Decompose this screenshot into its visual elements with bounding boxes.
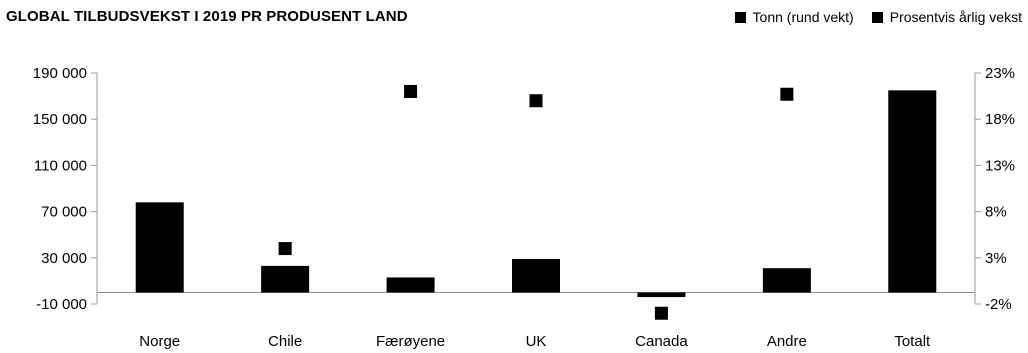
x-tick-label: Chile (268, 333, 302, 350)
y-right-tick-label: 23% (985, 65, 1015, 82)
legend-item-prosent: Prosentvis årlig vekst (871, 9, 1022, 25)
legend-swatch-tonn (734, 11, 746, 23)
bar-1 (261, 265, 310, 293)
y-right-tick-label: 3% (985, 250, 1007, 267)
y-left-tick-label: 150 000 (33, 111, 87, 128)
y-left-tick-label: 70 000 (41, 204, 87, 221)
y-right-tick-label: 18% (985, 111, 1015, 128)
point-2 (404, 84, 418, 98)
point-5 (780, 87, 794, 101)
y-left-tick-label: 30 000 (41, 250, 87, 267)
bar-4 (637, 292, 686, 298)
y-left-tick-label: 190 000 (33, 65, 87, 82)
y-right-tick-label: 8% (985, 204, 1007, 221)
x-tick-label: Andre (767, 333, 807, 350)
point-3 (529, 94, 543, 108)
chart-title: GLOBAL TILBUDSVEKST I 2019 PR PRODUSENT … (6, 8, 408, 25)
x-tick-label: UK (526, 333, 547, 350)
legend-swatch-prosent (871, 11, 883, 23)
point-4 (654, 306, 668, 320)
x-tick-label: Færøyene (376, 333, 445, 350)
bar-5 (762, 268, 811, 293)
y-left-tick-label: -10 000 (36, 296, 87, 313)
legend-label-tonn: Tonn (rund vekt) (752, 9, 854, 25)
bar-2 (386, 277, 435, 293)
x-tick-label: Canada (635, 333, 688, 350)
legend: Tonn (rund vekt) Prosentvis årlig vekst (734, 9, 1022, 25)
y-right-tick-label: -2% (985, 296, 1012, 313)
y-right-tick-label: 13% (985, 157, 1015, 174)
y-left-tick-label: 110 000 (34, 157, 87, 174)
bar-3 (512, 258, 560, 293)
point-1 (278, 242, 292, 256)
bar-6 (888, 90, 937, 293)
bar-0 (135, 202, 184, 293)
x-tick-label: Totalt (894, 333, 931, 350)
legend-item-tonn: Tonn (rund vekt) (734, 9, 854, 25)
x-tick-label: Norge (139, 333, 180, 350)
legend-label-prosent: Prosentvis årlig vekst (889, 9, 1022, 25)
